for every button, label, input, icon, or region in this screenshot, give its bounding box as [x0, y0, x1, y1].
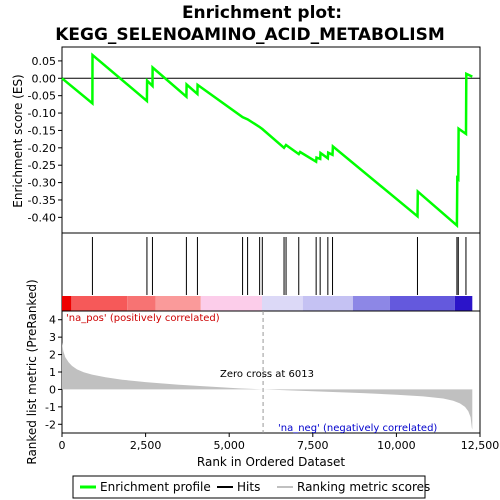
es-y-tick-label: -0.30 — [28, 177, 56, 190]
es-y-tick-label: -0.35 — [28, 194, 56, 207]
x-tick-label: 0 — [59, 439, 66, 452]
x-tick-label: 7,500 — [297, 439, 329, 452]
colorbar-segment — [389, 296, 455, 311]
es-y-tick-label: -0.10 — [28, 107, 56, 120]
colorbar-segment — [62, 296, 72, 311]
metric-y-tick-label: 2 — [49, 349, 56, 362]
metric-y-tick-label: 1 — [49, 366, 56, 379]
metric-y-axis: 4 3 2 1 0 -1 -2 — [45, 314, 62, 431]
metric-y-tick-label: -2 — [45, 418, 56, 431]
metric-y-tick-label: -1 — [45, 401, 56, 414]
x-tick-label: 5,000 — [213, 439, 245, 452]
es-y-tick-label: -0.25 — [28, 159, 56, 172]
positive-correlation-label: 'na_pos' (positively correlated) — [66, 313, 220, 324]
zero-cross-label: Zero cross at 6013 — [220, 369, 314, 380]
x-tick-label: 2,500 — [130, 439, 162, 452]
metric-y-tick-label: 3 — [49, 331, 56, 344]
x-axis: 0 2,500 5,000 7,500 10,000 12,500 — [59, 433, 500, 452]
es-y-axis-label: Enrichment score (ES) — [11, 74, 25, 207]
es-y-tick-label: 0.00 — [32, 72, 57, 85]
legend-box — [72, 475, 426, 499]
ranking-colorbar — [62, 296, 473, 311]
colorbar-segment — [261, 296, 303, 311]
colorbar-segment — [127, 296, 156, 311]
colorbar-segment — [352, 296, 390, 311]
metric-y-axis-label: Ranked list metric (PreRanked) — [25, 279, 39, 464]
metric-y-tick-label: 4 — [49, 314, 56, 327]
colorbar-segment — [155, 296, 201, 311]
colorbar-segment — [302, 296, 353, 311]
es-y-tick-label: -0.05 — [28, 90, 56, 103]
legend-ranking-metric-label: Ranking metric scores — [297, 480, 430, 494]
es-y-axis: 0.05 0.00 -0.05 -0.10 -0.15 -0.20 -0.25 -0.30 -0… — [28, 55, 62, 224]
metric-panel-frame — [61, 310, 481, 434]
legend-hits-label: Hits — [237, 480, 260, 494]
colorbar-segment — [71, 296, 128, 311]
chart-title-line1: Enrichment plot: — [182, 3, 342, 23]
colorbar-segment — [454, 296, 473, 311]
x-tick-label: 12,500 — [461, 439, 500, 452]
hits-markers — [91, 237, 467, 295]
x-axis-label: Rank in Ordered Dataset — [197, 455, 345, 469]
metric-y-tick-label: 0 — [49, 383, 56, 396]
es-y-tick-label: -0.40 — [28, 211, 56, 224]
colorbar-segment — [200, 296, 262, 311]
chart-title-line2: KEGG_SELENOAMINO_ACID_METABOLISM — [55, 25, 445, 45]
es-y-tick-label: -0.15 — [28, 124, 56, 137]
ranking-metric-area — [62, 342, 473, 430]
x-tick-label: 10,000 — [377, 439, 416, 452]
negative-correlation-label: 'na_neg' (negatively correlated) — [278, 423, 437, 434]
legend-enrichment-profile-label: Enrichment profile — [100, 480, 211, 494]
es-y-tick-label: 0.05 — [32, 55, 57, 68]
enrichment-profile-line — [61, 52, 473, 229]
es-y-tick-label: -0.20 — [28, 142, 56, 155]
